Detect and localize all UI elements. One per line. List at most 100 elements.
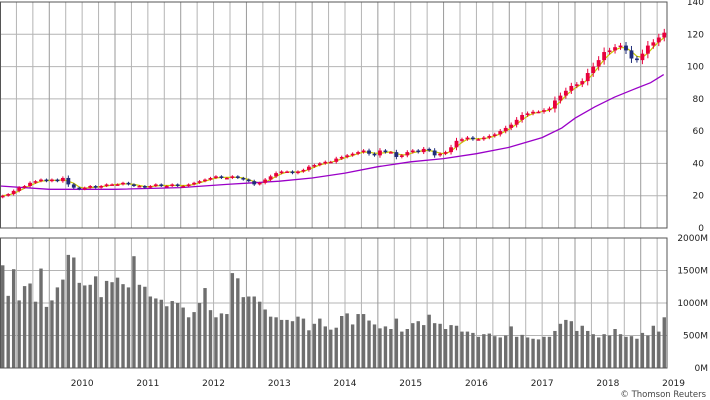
volume-bar [137, 284, 142, 368]
volume-bar [126, 287, 131, 368]
volume-bar [618, 334, 623, 368]
candle-body [241, 177, 246, 180]
candle-body [656, 37, 661, 43]
candle-body [591, 66, 596, 74]
volume-tick-label: 1500M [677, 267, 708, 277]
volume-bar [607, 335, 612, 368]
candle-body [635, 58, 639, 61]
candle-body [481, 137, 486, 140]
volume-bar [340, 316, 344, 368]
volume-bar [323, 326, 327, 368]
candle-body [662, 32, 667, 38]
volume-tick-label: 0M [695, 364, 709, 374]
volume-bar [356, 314, 360, 368]
volume-bar [487, 333, 492, 368]
candle-body [22, 186, 27, 188]
volume-bar [203, 288, 207, 368]
volume-bar [411, 323, 415, 368]
candle-body [66, 177, 71, 185]
volume-bar [22, 286, 27, 368]
volume-bar [553, 330, 557, 368]
volume-bar [241, 297, 245, 368]
candle-body [219, 176, 224, 178]
volume-bar [454, 325, 459, 368]
year-tick-label: 2014 [334, 379, 357, 389]
candle-body [99, 186, 104, 188]
volume-bar [312, 323, 317, 368]
candle-body [585, 73, 590, 82]
candle-body [88, 186, 93, 188]
candle-body [383, 150, 388, 153]
candle-body [432, 150, 437, 156]
candle-body [121, 182, 125, 185]
volume-bar [28, 283, 32, 368]
candle-body [175, 184, 180, 187]
volume-bar [66, 254, 71, 368]
volume-bars [1, 254, 666, 368]
candle-body [563, 90, 568, 96]
candle-body [230, 176, 235, 178]
volume-bar [252, 296, 256, 368]
volume-bar [361, 314, 366, 368]
short-moving-average-line [2, 37, 665, 197]
candle-body [531, 111, 535, 114]
candle-body [268, 176, 273, 180]
candle-body [558, 95, 563, 101]
candle-body [416, 150, 421, 153]
volume-bar [416, 321, 420, 368]
candle-body [443, 152, 448, 154]
candle-body [0, 195, 5, 198]
volume-bar [104, 280, 109, 368]
candle-body [186, 184, 191, 187]
candle-body [607, 50, 612, 53]
volume-bar [17, 300, 21, 368]
candle-body [410, 150, 415, 153]
candle-body [487, 135, 492, 138]
year-tick-label: 2018 [596, 379, 619, 389]
volume-bar [657, 331, 661, 368]
volume-bar [165, 306, 169, 368]
volume-bar [531, 338, 535, 368]
volume-tick-label: 1000M [677, 299, 708, 309]
candle-body [339, 156, 344, 159]
volume-bar [214, 317, 218, 368]
volume-bar [318, 318, 322, 368]
candle-body [235, 176, 240, 178]
volume-bar [504, 335, 508, 368]
year-tick-label: 2016 [465, 379, 488, 389]
candle-body [427, 148, 432, 151]
volume-bar [77, 282, 81, 368]
candle-body [350, 153, 355, 156]
volume-bar [432, 323, 437, 368]
year-tick-label: 2013 [268, 379, 291, 389]
candle-body [159, 184, 164, 187]
price-tick-label: 60 [693, 127, 705, 137]
candle-body [148, 186, 153, 188]
volume-bar [476, 336, 481, 368]
candle-body [224, 177, 229, 180]
candle-body [296, 171, 300, 174]
volume-bar [547, 336, 552, 368]
candle-body [465, 137, 470, 140]
volume-bar [372, 324, 377, 368]
candle-body [399, 155, 404, 157]
volume-bar [662, 317, 666, 368]
candle-body [449, 147, 453, 153]
candle-body [312, 165, 317, 167]
candle-body [629, 50, 634, 59]
volume-bar [44, 306, 49, 368]
candle-body [44, 179, 49, 182]
candle-body [361, 150, 366, 153]
volume-bar [247, 296, 251, 368]
volume-bar [334, 327, 338, 368]
candle-body [317, 163, 322, 166]
candle-body [50, 179, 54, 182]
candle-body [246, 179, 251, 182]
candle-body [132, 184, 136, 187]
moving-average-lines [0, 37, 665, 197]
candle-body [569, 85, 574, 91]
volume-bar [449, 325, 453, 368]
volume-bar [197, 303, 202, 368]
candle-body [651, 42, 656, 46]
candle-body [11, 190, 16, 195]
